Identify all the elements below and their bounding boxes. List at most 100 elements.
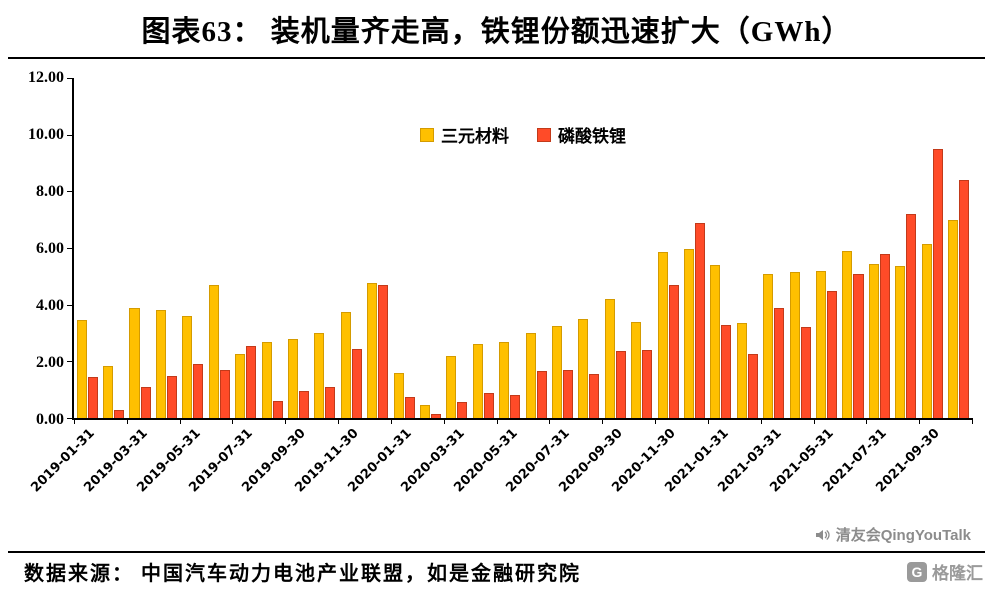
legend-label: 磷酸铁锂 <box>558 127 626 146</box>
x-axis-tick <box>338 418 340 424</box>
bar-group <box>206 78 232 418</box>
bar-group <box>840 78 866 418</box>
bar-lfp <box>404 396 415 418</box>
bar-lfp <box>563 369 574 418</box>
x-axis-tick <box>972 418 973 424</box>
legend-swatch-lfp <box>537 127 551 142</box>
bar-lfp <box>853 273 864 418</box>
x-axis-tick <box>549 418 551 424</box>
bar-lfp <box>483 392 494 418</box>
bar-group: 2019-01-31 <box>28 78 100 495</box>
bar-group <box>364 78 390 418</box>
x-axis-tick <box>866 418 868 424</box>
bar-lfp <box>800 327 811 418</box>
bar-lfp <box>114 409 125 418</box>
y-axis-tick <box>67 78 73 79</box>
x-axis-tick <box>919 418 921 424</box>
bar-ncm <box>842 250 853 418</box>
plot-bars: 2019-01-31 2019-03-31 2019-05-31 2019-07-31… <box>28 78 973 495</box>
legend-item-ncm: 三元材料 <box>420 122 509 147</box>
y-axis-tick <box>67 418 73 419</box>
bar-ncm <box>895 266 906 418</box>
bar-lfp <box>589 374 600 418</box>
bar-lfp <box>457 402 468 418</box>
bar-group: 2020-05-31 <box>451 78 523 495</box>
watermark-text: 清友会QingYouTalk <box>835 527 971 544</box>
bar-group: 2020-09-30 <box>557 78 628 495</box>
megaphone-icon <box>815 529 830 540</box>
x-axis-tick <box>285 418 287 424</box>
bar-lfp <box>774 307 785 418</box>
bar-ncm <box>367 283 378 418</box>
bar-lfp <box>166 375 177 418</box>
data-source-text: 数据来源： 中国汽车动力电池产业联盟，如是金融研究院 <box>24 563 581 585</box>
bar-lfp <box>879 253 890 418</box>
y-axis-tick <box>67 361 73 363</box>
bar-ncm <box>472 344 483 418</box>
bar-ncm <box>76 320 87 418</box>
bar-lfp <box>642 350 653 418</box>
bar-group: 2020-01-31 <box>345 78 417 495</box>
bar-group: 2019-11-30 <box>292 78 364 495</box>
x-axis-tick <box>126 418 128 424</box>
legend-label: 三元材料 <box>441 127 509 146</box>
bar-ncm <box>578 318 589 418</box>
bar-group: 2020-03-31 <box>398 78 470 495</box>
bar-ncm <box>182 316 193 418</box>
bar-group: 2021-01-31 <box>662 78 734 495</box>
bar-lfp <box>721 324 732 418</box>
bar-ncm <box>129 307 140 418</box>
y-tick-label: 4.00 <box>36 297 64 314</box>
bar-group <box>470 78 496 418</box>
x-axis-tick <box>813 418 815 424</box>
bar-group <box>259 78 285 418</box>
bar-group <box>153 78 179 418</box>
x-axis-tick <box>760 418 762 424</box>
legend-swatch-ncm <box>420 127 434 142</box>
title-divider <box>8 57 985 59</box>
bar-lfp <box>536 371 547 418</box>
bar-lfp <box>695 222 706 418</box>
bar-group: 2021-07-31 <box>821 78 892 495</box>
bar-lfp <box>246 345 257 418</box>
y-tick-label: 2.00 <box>36 354 64 371</box>
y-axis-tick <box>67 304 73 306</box>
bar-ncm <box>525 333 536 418</box>
gelonghui-logo: G 格隆汇 <box>907 559 983 584</box>
x-axis-tick <box>232 418 234 424</box>
bar-lfp <box>510 395 521 418</box>
y-axis-labels: 0.00 2.00 4.00 6.00 8.00 10.00 12.00 <box>8 69 64 428</box>
x-axis-tick <box>496 418 498 424</box>
bar-group <box>681 78 707 418</box>
chart-legend: 三元材料 磷酸铁锂 <box>74 122 972 147</box>
bar-group: 2020-11-30 <box>609 78 681 495</box>
y-tick-label: 6.00 <box>36 240 64 257</box>
bar-lfp <box>378 284 389 418</box>
bar-group <box>312 78 338 418</box>
bar-lfp <box>351 348 362 418</box>
bar-group: 2021-09-30 <box>873 78 945 495</box>
y-tick-label: 10.00 <box>28 126 64 143</box>
bar-ncm <box>393 372 404 418</box>
bar-group <box>100 78 126 418</box>
bar-ncm <box>314 333 325 418</box>
bar-lfp <box>430 413 442 418</box>
bar-ncm <box>551 325 563 418</box>
x-axis-tick <box>707 418 709 424</box>
bar-ncm <box>657 252 668 418</box>
bar-lfp <box>959 180 970 418</box>
bar-ncm <box>499 341 510 418</box>
bar-lfp <box>140 386 151 418</box>
bar-ncm <box>710 265 721 418</box>
legend-item-lfp: 磷酸铁锂 <box>537 122 626 147</box>
footer-divider <box>8 551 985 553</box>
bar-ncm <box>763 273 774 418</box>
bar-group <box>787 78 813 418</box>
bar-lfp <box>668 284 679 418</box>
bar-ncm <box>736 323 747 418</box>
y-axis-tick <box>67 134 73 136</box>
x-axis-tick <box>602 418 604 424</box>
bar-ncm <box>261 341 272 418</box>
bar-ncm <box>419 405 430 418</box>
